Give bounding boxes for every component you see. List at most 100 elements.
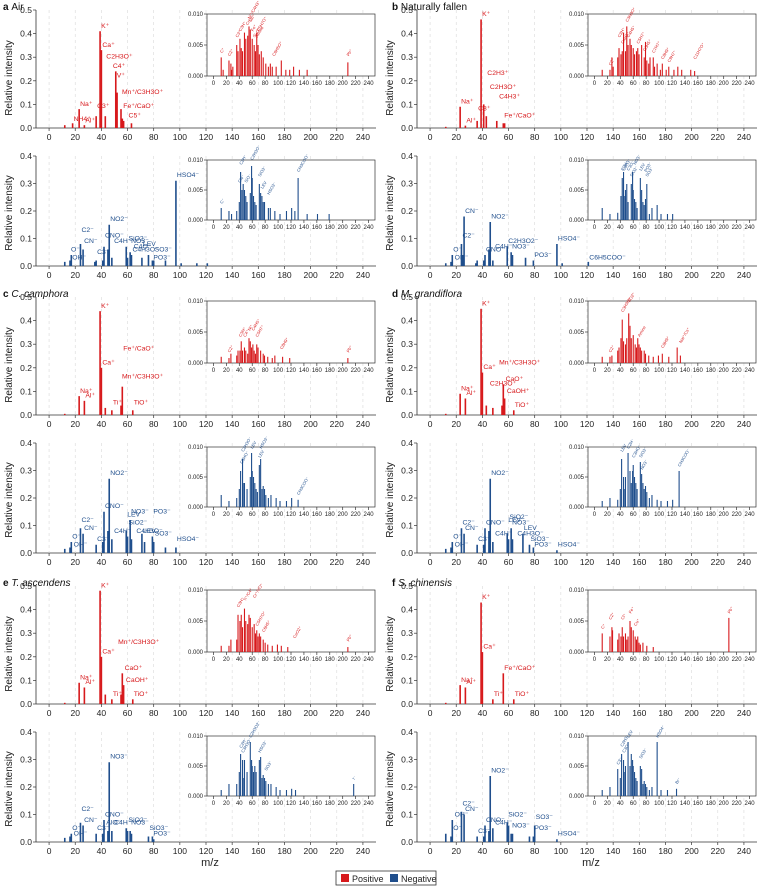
negative-xtick-label: 220 [732, 512, 743, 518]
y-axis-label: Relative intensity [4, 751, 15, 827]
positive-xtick-label: 140 [299, 657, 310, 663]
positive-xtick-label: 180 [658, 419, 672, 429]
negative-xtick-label: 0 [428, 270, 433, 280]
negative-xtick-label: 20 [451, 557, 461, 567]
positive-peak-label: C2H3⁺ [487, 70, 508, 77]
negative-peak-label: C3⁻ [97, 249, 110, 256]
negative-xtick-label: 220 [330, 270, 344, 280]
positive-xtick-label: 80 [149, 132, 159, 142]
positive-xtick-label: 0 [593, 81, 597, 87]
positive-ytick-label: 0.3 [20, 52, 32, 62]
positive-inset-frame [206, 13, 376, 77]
positive-xtick-label: 100 [554, 419, 568, 429]
positive-xtick-label: 240 [364, 657, 375, 663]
negative-peak-label: NO2⁻ [491, 767, 509, 774]
positive-peak-label: Ti⁺ [494, 691, 503, 698]
negative-ytick-label: 0.0 [20, 548, 32, 558]
panel-letter: f [392, 578, 398, 589]
positive-xtick-label: 80 [262, 657, 269, 663]
positive-peak-label: Mn⁺/C3H3O⁺ [122, 374, 164, 381]
negative-xtick-label: 160 [251, 270, 265, 280]
negative-peak-label: CNO⁻ [105, 503, 124, 510]
negative-xtick-label: 180 [325, 225, 336, 231]
legend: Positive Negative [335, 870, 437, 886]
negative-ytick-label: 0.0 [401, 261, 413, 271]
positive-ytick-label: 0.1 [20, 99, 32, 109]
negative-peak-label: PO3⁻ [534, 252, 552, 259]
positive-ytick-label: 0.4 [401, 29, 413, 39]
negative-xtick-label: 80 [643, 801, 650, 807]
positive-peak-label: C5H7⁺ [254, 324, 265, 338]
negative-peak-label: CNO⁻ [486, 520, 505, 527]
panel-title: b Naturally fallen [392, 2, 467, 13]
negative-xtick-label: 220 [351, 225, 362, 231]
negative-xtick-label: 120 [286, 801, 297, 807]
positive-peak-label: C8H9⁺ [279, 336, 290, 350]
positive-xtick-label: 40 [478, 132, 488, 142]
negative-xtick-label: 80 [149, 846, 159, 856]
negative-xtick-label: 80 [262, 225, 269, 231]
negative-ytick-label: 0.005 [569, 475, 585, 481]
positive-xtick-label: 120 [199, 132, 213, 142]
negative-peak-label: C2⁻ [81, 517, 94, 524]
negative-peak-label: C3O⁻ [626, 160, 636, 172]
positive-xtick-label: 80 [149, 708, 159, 718]
negative-xtick-label: 120 [580, 557, 594, 567]
positive-xtick-label: 140 [606, 708, 620, 718]
negative-peak-label: HSO4⁻ [558, 831, 581, 838]
positive-xtick-label: 0 [47, 708, 52, 718]
positive-xtick-label: 240 [356, 419, 370, 429]
negative-ytick-label: 0.005 [188, 188, 204, 194]
positive-xtick-label: 0 [428, 708, 433, 718]
negative-peak-label: NO3⁻ [131, 238, 149, 245]
negative-xtick-label: 140 [680, 225, 691, 231]
positive-xtick-label: 40 [236, 81, 243, 87]
positive-xtick-label: 240 [745, 657, 756, 663]
negative-ytick-label: 0.000 [188, 794, 204, 800]
negative-peak-label: C3HO⁻ [631, 444, 642, 459]
positive-xtick-label: 200 [719, 657, 730, 663]
negative-xtick-label: 40 [97, 846, 107, 856]
negative-xtick-label: 220 [351, 512, 362, 518]
negative-ytick-label: 0.010 [569, 734, 585, 740]
negative-xtick-label: 0 [428, 846, 433, 856]
positive-xtick-label: 180 [277, 132, 291, 142]
positive-xtick-label: 140 [225, 419, 239, 429]
negative-peak-label: NO3⁻ [131, 820, 149, 827]
positive-peak-label: Ca⁺ [483, 364, 496, 371]
positive-ytick-label: 0.4 [401, 316, 413, 326]
negative-inset-frame [206, 735, 376, 797]
positive-xtick-label: 100 [554, 708, 568, 718]
panel-b: b Naturally fallen Relative intensity Rela… [385, 2, 757, 280]
negative-peak-label: PO3⁻ [534, 542, 552, 549]
positive-ytick-label: 0.5 [401, 292, 413, 302]
positive-xtick-label: 120 [580, 419, 594, 429]
positive-xtick-label: 0 [47, 419, 52, 429]
negative-peak-label: CNO⁻ [105, 233, 124, 240]
negative-peak-label: CN⁻ [84, 817, 98, 824]
negative-ytick-label: 0.3 [20, 755, 32, 765]
negative-xtick-label: 180 [277, 270, 291, 280]
negative-xtick-label: 60 [123, 270, 133, 280]
positive-ytick-label: 0.3 [401, 339, 413, 349]
positive-xtick-label: 120 [667, 657, 678, 663]
positive-xtick-label: 200 [338, 657, 349, 663]
negative-peak-label: HSO3⁻ [266, 181, 277, 195]
negative-xtick-label: 20 [223, 512, 230, 518]
positive-xtick-label: 80 [643, 368, 650, 374]
negative-xtick-label: 180 [706, 512, 717, 518]
positive-peak-label: Ca⁺ [102, 648, 115, 655]
x-axis-label-right: m/z [582, 857, 600, 869]
negative-xtick-label: 180 [277, 846, 291, 856]
positive-peak-label: C3⁺ [97, 103, 110, 110]
positive-ytick-label: 0.5 [20, 292, 32, 302]
positive-xtick-label: 220 [732, 657, 743, 663]
panel-title: a Air [3, 2, 24, 13]
positive-xtick-label: 220 [351, 657, 362, 663]
panel-letter: c [3, 289, 11, 300]
positive-peak-label: C7H7⁺ [651, 40, 662, 54]
negative-xtick-label: 100 [173, 270, 187, 280]
positive-ytick-label: 0.2 [401, 76, 413, 86]
negative-xtick-label: 40 [478, 557, 488, 567]
negative-xtick-label: 140 [225, 270, 239, 280]
